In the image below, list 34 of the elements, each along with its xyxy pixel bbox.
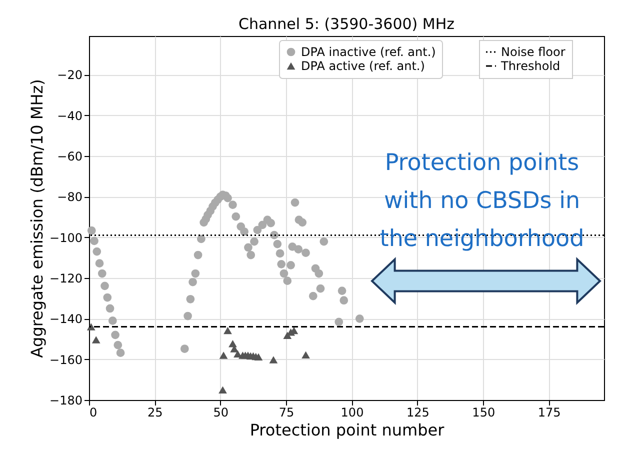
x-tick-label: 50 (213, 406, 229, 420)
x-tick-label: 150 (472, 406, 496, 420)
legend-label: Threshold (500, 59, 560, 73)
y-tick-label: −120 (50, 271, 82, 286)
y-tick-label: −160 (50, 352, 82, 367)
y-tick-label: −100 (50, 230, 82, 245)
point (86, 323, 96, 330)
point (218, 386, 227, 394)
point (302, 351, 310, 358)
point (234, 350, 242, 358)
y-tick-label: −20 (57, 68, 82, 82)
y-axis-title: Aggregate emission (dBm/10 MHz) (28, 79, 47, 358)
y-tick-label: −40 (57, 108, 82, 123)
x-tick-label: 0 (90, 406, 98, 420)
legend-label: Noise floor (501, 45, 566, 59)
y-tick-label: −80 (57, 190, 82, 204)
y-tick-label: −140 (50, 312, 82, 326)
point (92, 336, 100, 344)
x-tick-label: 100 (340, 406, 364, 420)
x-tick-label: 125 (406, 406, 430, 420)
x-axis-title: Protection point number (250, 420, 445, 440)
point (269, 356, 278, 364)
chart-title: Channel 5: (3590-3600) MHz (238, 15, 455, 33)
x-tick-label: 175 (538, 406, 561, 420)
y-tick-label: −180 (50, 394, 82, 408)
point (254, 353, 263, 361)
y-tick-label: −60 (57, 149, 82, 164)
point (219, 352, 228, 359)
annotation: Protection points with no CBSDs in the neighborhood (380, 150, 584, 252)
legend-label: DPA inactive (ref. ant.) (301, 45, 436, 59)
point (224, 326, 232, 334)
legend-label: DPA active (ref. ant.) (301, 59, 425, 73)
x-tick-label: 25 (148, 406, 163, 420)
x-tick-label: 75 (278, 406, 294, 420)
